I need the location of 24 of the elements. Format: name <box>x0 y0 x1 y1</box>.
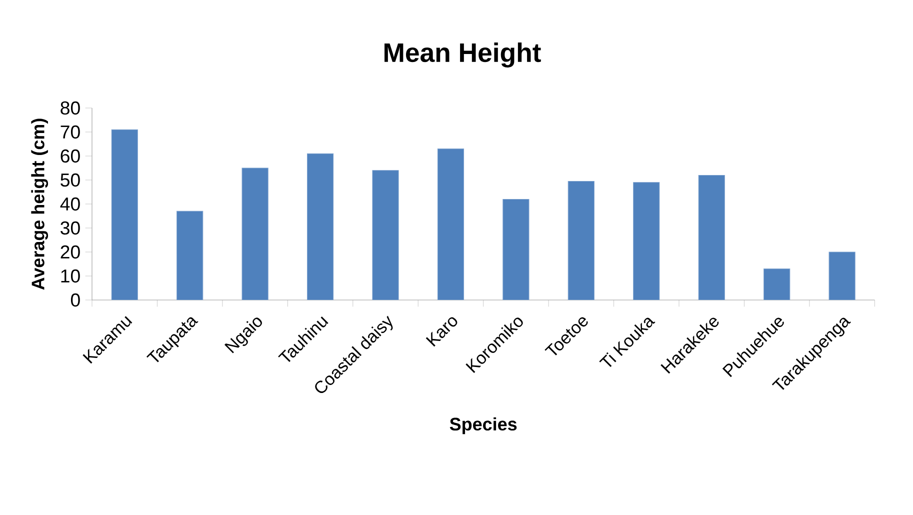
y-tick-label: 30 <box>60 221 80 235</box>
y-tick-label: 50 <box>60 173 80 187</box>
y-tick-label: 40 <box>60 197 80 211</box>
bar <box>698 174 725 300</box>
bar <box>306 153 334 300</box>
bar <box>111 129 138 300</box>
x-axis-title: Species <box>450 417 517 434</box>
bar <box>828 252 856 300</box>
y-tick-label: 20 <box>60 245 80 259</box>
bar <box>372 170 399 300</box>
bar <box>176 210 204 300</box>
bar <box>437 148 464 300</box>
chart-title: Mean Height <box>384 42 541 68</box>
bar <box>568 180 594 300</box>
y-axis-title: Average height (cm) <box>31 118 48 290</box>
y-tick-label: 0 <box>70 293 80 307</box>
y-tick-label: 70 <box>60 125 80 139</box>
bar <box>242 168 268 300</box>
y-tick-label: 60 <box>60 149 80 163</box>
bar <box>633 182 660 300</box>
bar <box>502 198 530 300</box>
y-tick-label: 80 <box>60 101 80 115</box>
bar <box>764 268 790 300</box>
y-tick-label: 10 <box>61 269 80 283</box>
